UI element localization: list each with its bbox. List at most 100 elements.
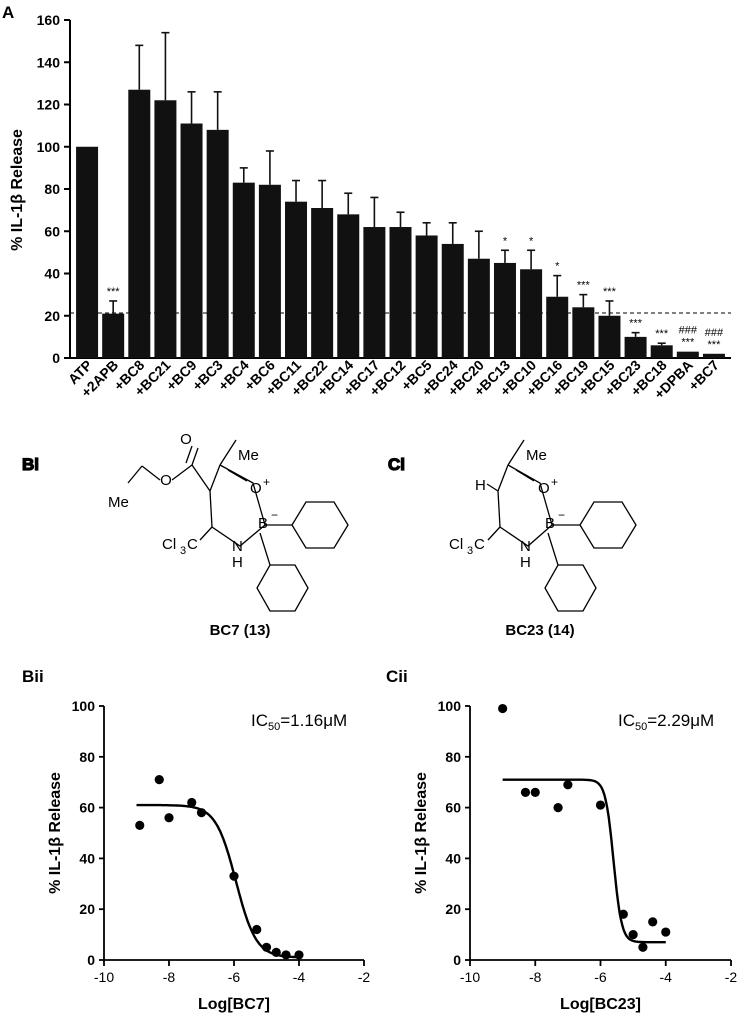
y-tick-label: 40 [44,266,60,282]
subscript-3: 3 [180,545,186,557]
x-tick-label: -10 [94,969,114,985]
x-tick-label: -10 [460,969,480,985]
panel-label-cii: Cii [386,667,408,686]
atom-o: O [180,431,192,448]
panel-label-ci: Ci [388,455,405,474]
dose-response-panel-bii: Bii 0 20 40 60 80 100 -10 -8 -6 -4 -2 Log[BC7] % IL-… [22,667,370,1013]
data-point [498,703,508,714]
bond [191,447,199,466]
x-axis-label: Log[BC7] [198,996,270,1013]
y-tick-label: 140 [37,54,61,70]
bond [547,532,559,566]
bond [487,526,501,541]
atom-h: H [232,554,243,571]
data-point [530,787,540,797]
atom-h: H [475,477,486,494]
data-point [618,909,628,919]
y-tick-label: 0 [453,952,461,968]
structure-bc7: Bi [21,439,349,612]
bond [171,464,193,481]
ic50-subscript: 50 [635,721,647,733]
atom-me: Me [238,447,259,464]
bond [259,532,271,566]
phenyl-ring [256,564,309,612]
bar [232,182,255,358]
bar [258,184,281,358]
panel-label-bii: Bii [22,667,44,686]
bar [128,89,151,359]
y-tick-label: 100 [37,139,61,155]
data-point [638,942,648,952]
y-tick-label: 60 [44,223,60,239]
significance-marker: *** [655,328,669,340]
atom-n: N [520,538,531,555]
y-tick-label: 20 [79,901,95,917]
data-point [154,775,164,785]
x-tick-label: -2 [358,969,371,985]
data-point [553,803,563,813]
panel-label-a: A [2,3,14,22]
fit-curve [136,803,300,959]
data-point [271,947,281,957]
significance-marker: *** [629,318,643,330]
significance-marker: *** [603,286,617,298]
atom-o: O [250,480,262,497]
data-point [164,813,174,823]
y-tick-label: 40 [79,850,95,866]
bond [185,445,193,464]
y-tick-label: 80 [79,749,95,765]
bar [415,235,438,358]
bar [572,307,595,358]
y-tick-label: 80 [445,749,461,765]
y-tick-label: 80 [44,181,60,197]
compound-label-bc23: BC23 (14) [505,622,574,639]
bond [141,465,161,481]
double-bond [515,469,535,482]
y-tick-label: 120 [37,97,61,113]
x-tick-label: -4 [293,969,306,985]
bar [441,243,464,358]
charge-minus: − [271,508,278,522]
significance-marker: * [555,261,560,273]
atom-c: C [474,536,485,553]
y-tick-label: 0 [52,350,60,366]
atom-me: Me [526,447,547,464]
bar [285,201,308,358]
panel-label-bi: Bi [22,455,39,474]
x-tick-label: -8 [529,969,542,985]
data-point [261,942,272,952]
phenyl-ring [544,564,597,612]
bond [486,483,499,492]
structure-bc7-labels: O Me O Me O + B − N H Cl 3 C BC7 (13) [108,431,278,639]
significance-marker: *** [681,337,695,349]
bar [363,227,386,358]
charge-minus: − [558,508,565,522]
y-tick-label: 60 [445,800,461,816]
ring-bc7 [209,464,266,547]
x-axis-label: Log[BC23] [560,996,641,1013]
charge-plus: + [551,475,558,489]
atom-b: B [545,515,555,532]
ic50-annotation: IC50=2.29μM [618,711,714,733]
bar [702,353,725,358]
atom-n: N [232,538,243,555]
dose-response-panel-cii: Cii 0 20 40 60 80 100 -10 -8 -6 -4 -2 Log[BC23] % IL… [386,667,737,1013]
data-point [187,797,197,808]
data-point [252,924,262,935]
bar [206,129,229,358]
y-axis-label: % IL-1β Release [47,772,64,894]
data-point [196,808,207,818]
subscript-3: 3 [467,545,473,557]
atom-o: O [160,472,172,489]
data-point [281,950,291,960]
atom-o: O [538,480,550,497]
x-tick-label: -8 [163,969,176,985]
ic50-subscript: 50 [268,721,280,733]
structure-bc23: Ci [387,439,637,612]
data-point [294,950,304,960]
data-point [648,917,658,927]
ring-bc23 [497,464,553,547]
y-tick-label: 60 [79,800,95,816]
atom-cl3: Cl [162,536,176,553]
